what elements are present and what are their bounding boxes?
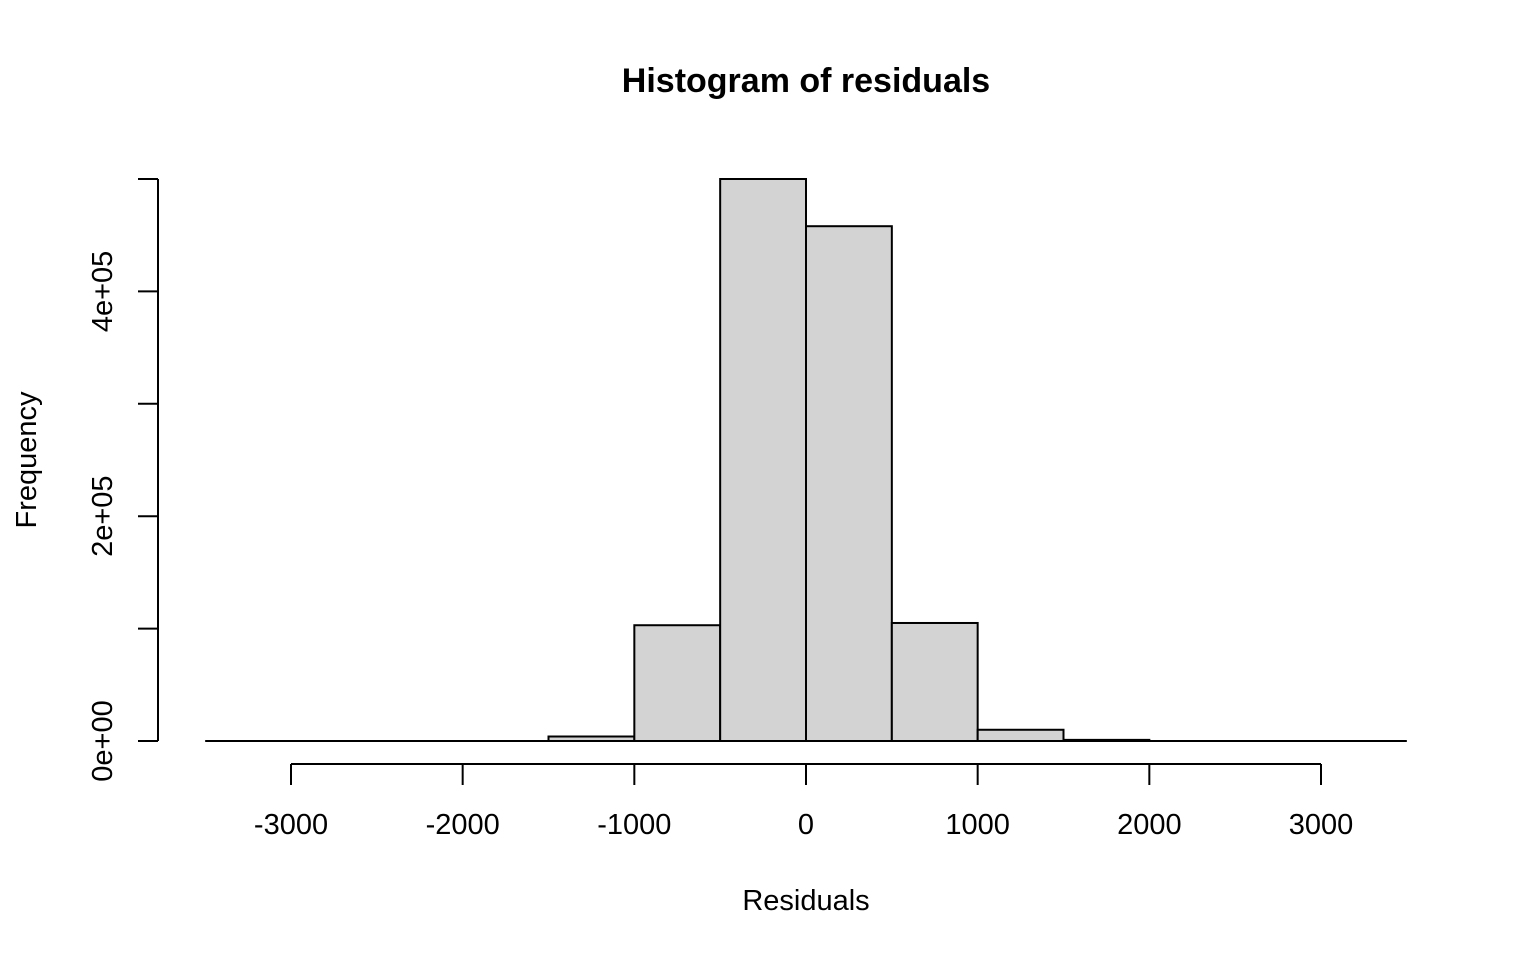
y-axis: 0e+00 2e+05 4e+05 xyxy=(87,178,159,782)
x-tick-label: -1000 xyxy=(597,809,671,841)
x-tick-label: -2000 xyxy=(426,809,500,841)
y-axis-label: Frequency xyxy=(11,391,43,529)
x-tick-label: -3000 xyxy=(254,809,328,841)
histogram-bar xyxy=(633,624,722,743)
x-axis-label: Residuals xyxy=(742,885,869,917)
y-tick-label: 0e+00 xyxy=(87,700,119,781)
x-tick-label: 0 xyxy=(798,809,814,841)
histogram-bar xyxy=(976,728,1065,743)
chart-title: Histogram of residuals xyxy=(622,62,990,100)
histogram-bar xyxy=(805,225,893,742)
y-tick-label: 2e+05 xyxy=(87,475,119,556)
x-axis: -3000 -2000 -1000 0 1000 2000 3000 xyxy=(254,763,1354,841)
x-tick-label: 3000 xyxy=(1289,809,1354,841)
x-tick-label: 2000 xyxy=(1117,809,1182,841)
histogram-bar xyxy=(719,178,808,742)
x-tick-label: 1000 xyxy=(945,809,1010,841)
plot-bars xyxy=(547,178,1151,743)
y-tick-label: 4e+05 xyxy=(87,251,119,332)
histogram-bar xyxy=(890,621,979,742)
